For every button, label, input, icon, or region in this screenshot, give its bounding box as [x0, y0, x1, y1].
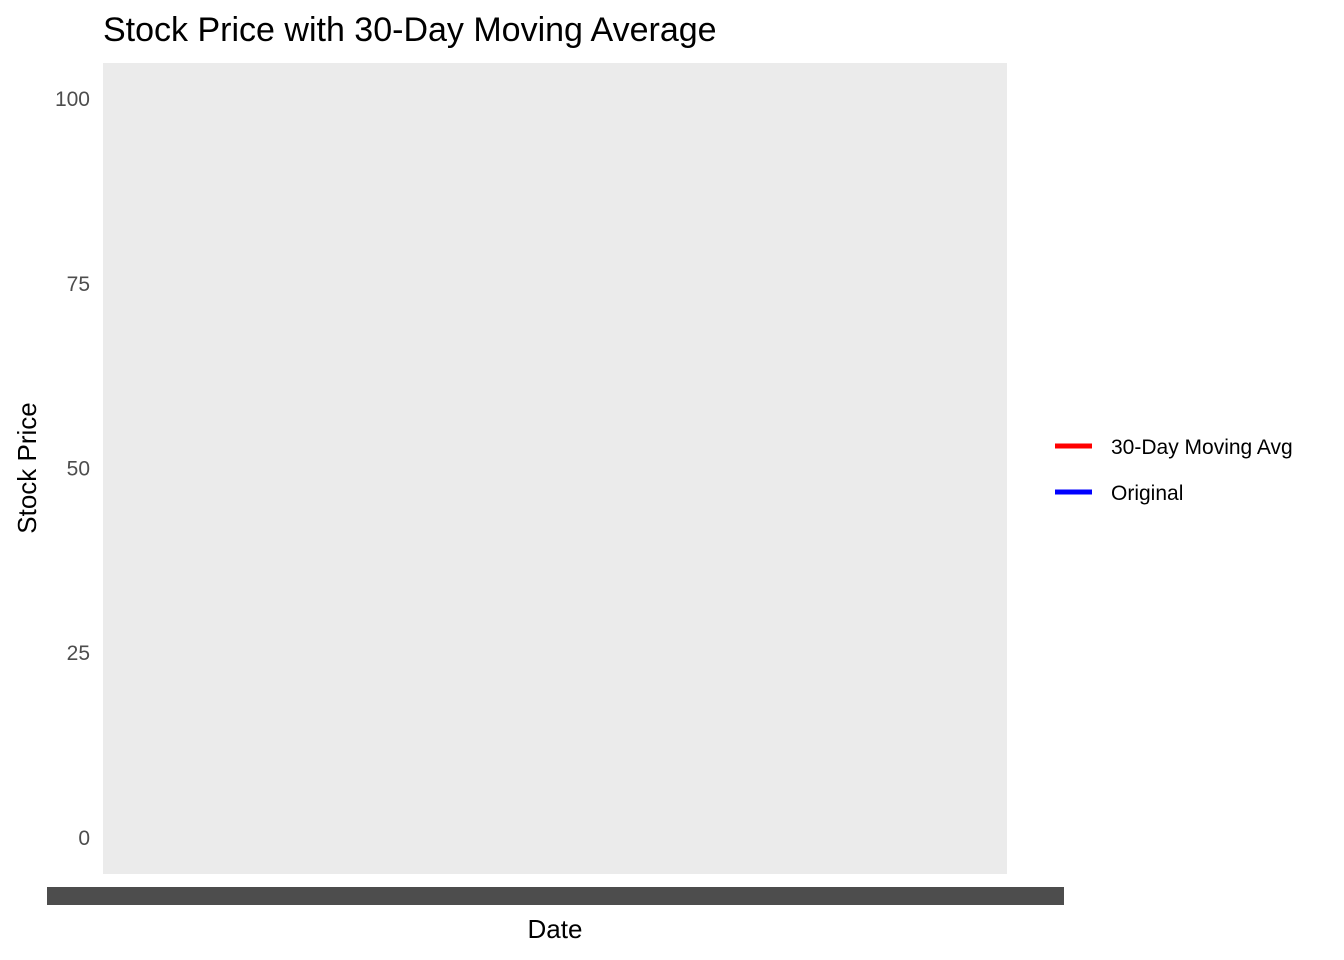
legend-label: Original	[1111, 482, 1183, 505]
y-axis-title: Stock Price	[12, 402, 42, 534]
y-axis-ticks: 0 25 50 75 100	[55, 88, 90, 850]
y-tick-label: 50	[67, 458, 90, 481]
y-tick-label: 75	[67, 273, 90, 296]
x-tick-label-overlap	[47, 887, 1064, 905]
legend-label: 30-Day Moving Avg	[1111, 436, 1293, 459]
y-tick-label: 25	[67, 642, 90, 665]
x-axis-tick-labels	[47, 887, 1064, 905]
plot-panel	[103, 63, 1007, 874]
y-tick-label: 0	[78, 827, 90, 850]
y-tick-label: 100	[55, 88, 90, 111]
legend: 30-Day Moving Avg Original	[1055, 436, 1293, 505]
chart-title: Stock Price with 30-Day Moving Average	[103, 11, 717, 49]
x-axis-title: Date	[528, 914, 583, 944]
